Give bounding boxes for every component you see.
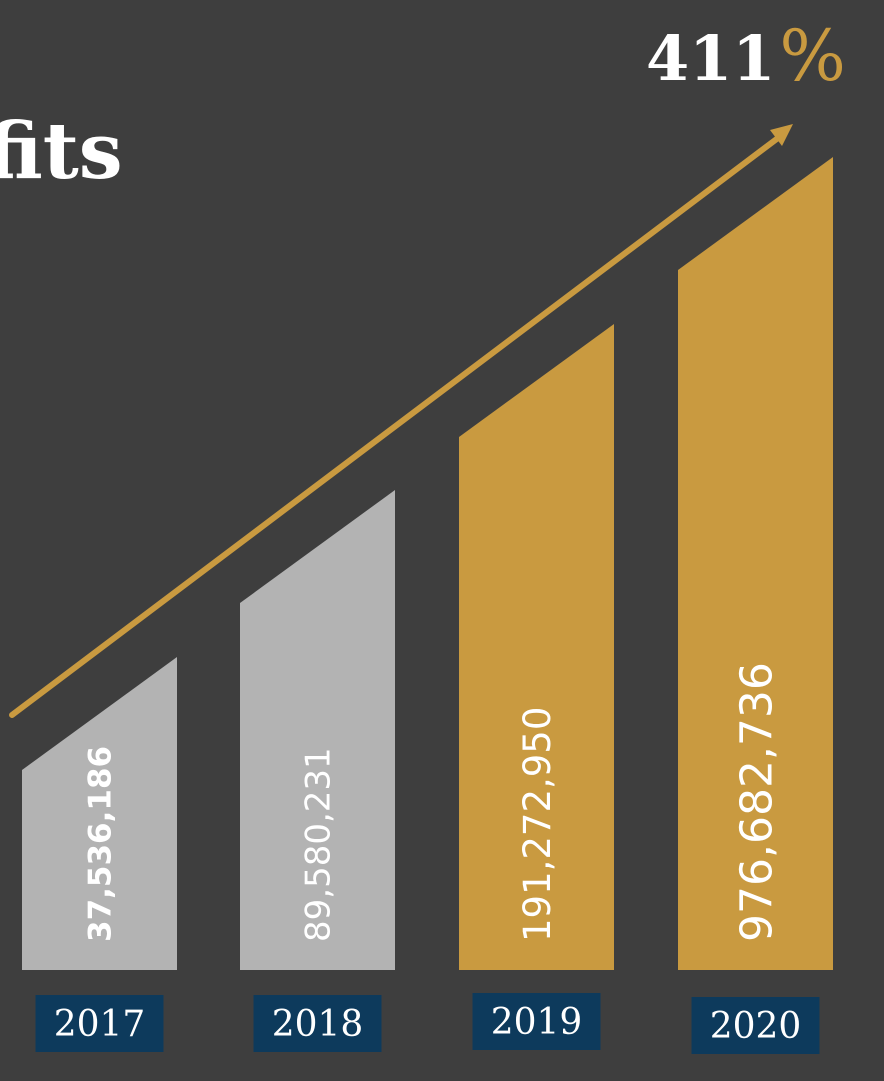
year-label-2020: 2020 — [710, 1006, 802, 1047]
year-label-2018: 2018 — [272, 1004, 364, 1045]
bar-2019 — [459, 324, 614, 970]
bars-group: 37,536,186 89,580,231 191,272,950 976,682,7… — [22, 157, 833, 970]
value-label-2018: 89,580,231 — [299, 747, 339, 942]
growth-number: 411 — [646, 22, 775, 95]
year-label-2017: 2017 — [54, 1004, 146, 1045]
value-label-2019: 191,272,950 — [516, 707, 559, 942]
year-box-2018 — [253, 995, 382, 1052]
bar-2017 — [22, 657, 177, 970]
growth-arrow-head — [770, 124, 793, 146]
year-label-2019: 2019 — [491, 1002, 583, 1043]
year-box-2020 — [691, 997, 820, 1054]
bar-2018 — [240, 490, 395, 970]
year-box-2019 — [472, 993, 601, 1050]
year-box-2017 — [35, 995, 164, 1052]
value-label-2020: 976,682,736 — [731, 662, 782, 942]
bar-2020 — [678, 157, 833, 970]
growth-arrow-line — [9, 135, 781, 718]
growth-annotation: 411% — [646, 15, 846, 97]
value-label-2017: 37,536,186 — [83, 746, 119, 942]
chart-title: fits — [0, 106, 123, 197]
year-labels-group: 2017 2018 2019 2020 — [35, 993, 820, 1054]
growth-percent-sign: % — [779, 15, 846, 97]
